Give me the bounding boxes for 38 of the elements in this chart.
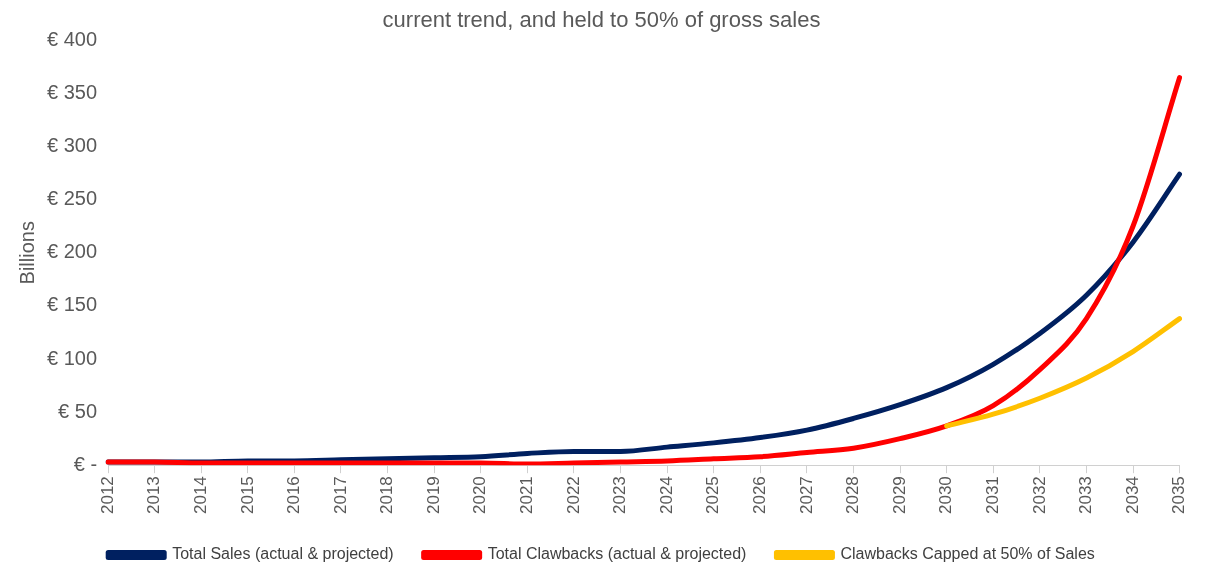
y-tick-label: € 350 [46, 81, 98, 104]
x-tick-label: 2013 [144, 476, 164, 515]
y-tick-label: € 250 [46, 187, 98, 210]
y-tick-label: € 300 [46, 134, 98, 157]
y-tick-label: € 200 [46, 240, 98, 263]
x-tick-label: 2016 [284, 476, 304, 515]
legend-label: Total Sales (actual & projected) [172, 545, 394, 563]
y-tick-label: € - [73, 452, 98, 475]
x-tick-label: 2035 [1169, 476, 1189, 515]
x-tick-label: 2031 [982, 476, 1002, 515]
x-tick-label: 2034 [1122, 476, 1142, 515]
legend-label: Total Clawbacks (actual & projected) [487, 545, 747, 563]
x-tick-label: 2015 [237, 476, 257, 515]
x-tick-label: 2024 [656, 476, 676, 515]
x-tick-label: 2022 [563, 476, 583, 515]
x-tick-label: 2032 [1029, 476, 1049, 515]
x-tick-label: 2017 [330, 476, 350, 515]
y-tick-label: € 150 [46, 293, 98, 316]
x-tick-label: 2033 [1076, 476, 1096, 515]
y-axis-title: Billions [15, 221, 38, 285]
x-tick-label: 2029 [889, 476, 909, 515]
y-tick-label: € 100 [46, 346, 98, 369]
y-tick-label: € 400 [46, 27, 98, 50]
x-tick-label: 2028 [843, 476, 863, 515]
x-tick-label: 2014 [190, 476, 210, 515]
x-tick-label: 2019 [423, 476, 443, 515]
x-tick-label: 2021 [517, 476, 537, 515]
x-tick-label: 2026 [749, 476, 769, 515]
x-tick-label: 2025 [703, 476, 723, 515]
x-tick-label: 2012 [97, 476, 117, 515]
x-tick-label: 2020 [470, 476, 490, 515]
x-tick-label: 2023 [610, 476, 630, 515]
legend-label: Clawbacks Capped at 50% of Sales [840, 545, 1095, 563]
x-tick-label: 2018 [377, 476, 397, 515]
x-tick-label: 2030 [936, 476, 956, 515]
chart-title: current trend, and held to 50% of gross sales [382, 7, 821, 33]
x-tick-label: 2027 [796, 476, 816, 515]
y-tick-label: € 50 [58, 399, 98, 422]
